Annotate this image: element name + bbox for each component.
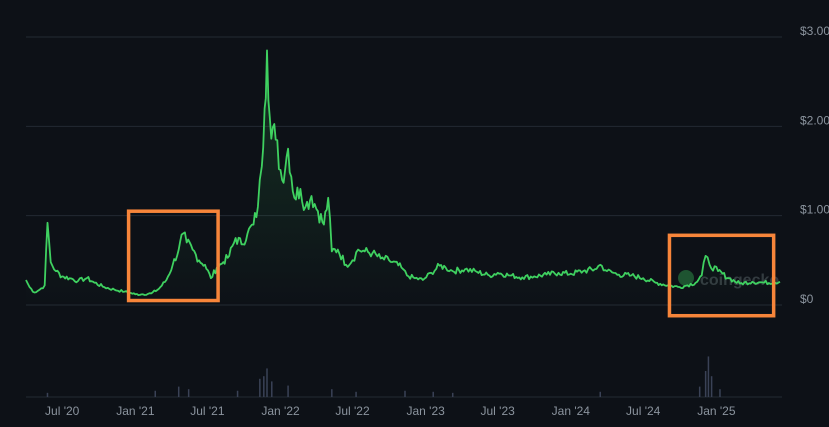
highlight-box xyxy=(126,209,220,303)
watermark-logo-icon xyxy=(678,270,694,286)
volume-bar xyxy=(432,391,434,397)
gridlines xyxy=(26,36,782,398)
x-tick-label: Jan '21 xyxy=(116,404,155,418)
volume-bar xyxy=(599,391,602,397)
volume-bar xyxy=(187,389,190,397)
volume-bar xyxy=(266,368,268,397)
volume-bar xyxy=(331,389,333,397)
x-tick-label: Jul '21 xyxy=(190,404,225,418)
y-tick-label: $3.00 xyxy=(800,24,829,38)
volume-bar xyxy=(719,389,721,397)
volume-bar xyxy=(698,386,701,397)
volume-bar xyxy=(287,385,289,397)
volume-bar xyxy=(259,378,261,397)
volume-bar xyxy=(263,376,265,397)
y-tick-label: $1.00 xyxy=(800,203,829,217)
x-tick-label: Jan '25 xyxy=(697,404,736,418)
price-line xyxy=(25,49,781,296)
x-tick-label: Jul '23 xyxy=(480,404,515,418)
volume-bar xyxy=(707,356,710,397)
volume-bar xyxy=(451,392,454,397)
x-tick-label: Jan '22 xyxy=(261,404,300,418)
volume-bar xyxy=(710,376,713,397)
x-tick-label: Jan '24 xyxy=(552,404,591,418)
volume-bar xyxy=(404,390,406,397)
y-tick-label: $2.00 xyxy=(800,113,829,127)
volume-bar xyxy=(704,371,707,397)
x-tick-label: Jan '23 xyxy=(407,404,446,418)
y-tick-label: $0 xyxy=(800,292,814,306)
volume-bar xyxy=(154,390,156,397)
highlight-box xyxy=(667,233,776,318)
x-tick-label: Jul '20 xyxy=(45,404,80,418)
volume-bar xyxy=(355,391,357,397)
y-axis: $3.00 $2.00 $1.00 $0 xyxy=(800,24,829,306)
highlight-boxes xyxy=(126,209,776,318)
x-axis: Jul '20 Jan '21 Jul '21 Jan '22 Jul '22 Jan '… xyxy=(45,404,736,418)
volume-bar xyxy=(177,386,180,397)
volume-bars xyxy=(46,356,721,397)
volume-bar xyxy=(236,390,239,397)
x-tick-label: Jul '24 xyxy=(626,404,661,418)
volume-bar xyxy=(271,381,273,397)
x-tick-label: Jul '22 xyxy=(335,404,370,418)
volume-bar xyxy=(46,392,49,397)
price-area xyxy=(26,50,780,306)
